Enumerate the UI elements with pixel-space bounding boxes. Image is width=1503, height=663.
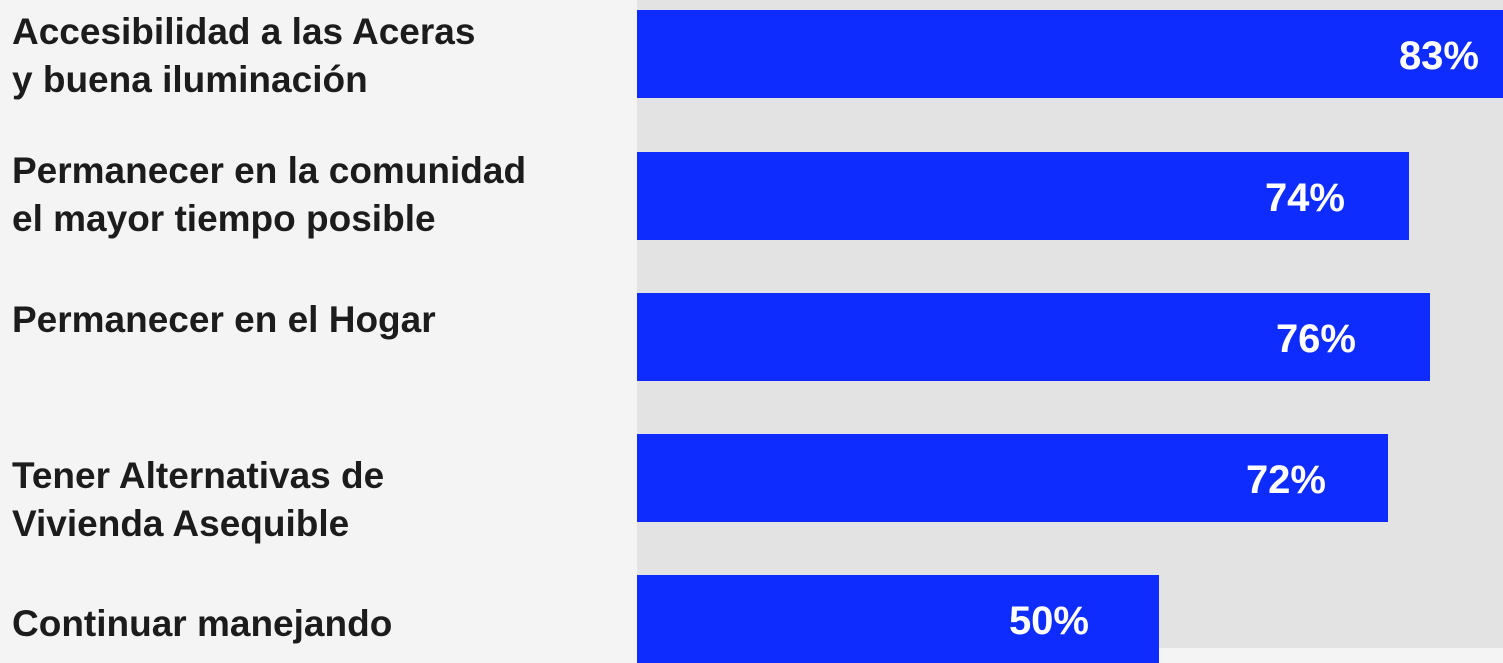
category-label: Tener Alternativas de Vivienda Asequible xyxy=(12,455,385,544)
category-label: Continuar manejando xyxy=(12,603,393,644)
bar-value-label: 76% xyxy=(1275,317,1356,361)
bar xyxy=(637,10,1503,98)
bar-value-label: 72% xyxy=(1245,458,1326,502)
bar-value-label: 74% xyxy=(1264,176,1345,220)
bar-chart: Accesibilidad a las Aceras y buena ilumi… xyxy=(12,0,1503,663)
category-label: Accesibilidad a las Aceras y buena ilumi… xyxy=(12,11,476,100)
bar xyxy=(637,434,1388,522)
bar xyxy=(637,152,1409,240)
bar-value-label: 50% xyxy=(1008,599,1089,643)
bar-value-label: 83% xyxy=(1398,34,1479,78)
category-label: Permanecer en el Hogar xyxy=(12,299,436,340)
bar xyxy=(637,293,1430,381)
category-label: Permanecer en la comunidad el mayor tiem… xyxy=(12,150,527,239)
